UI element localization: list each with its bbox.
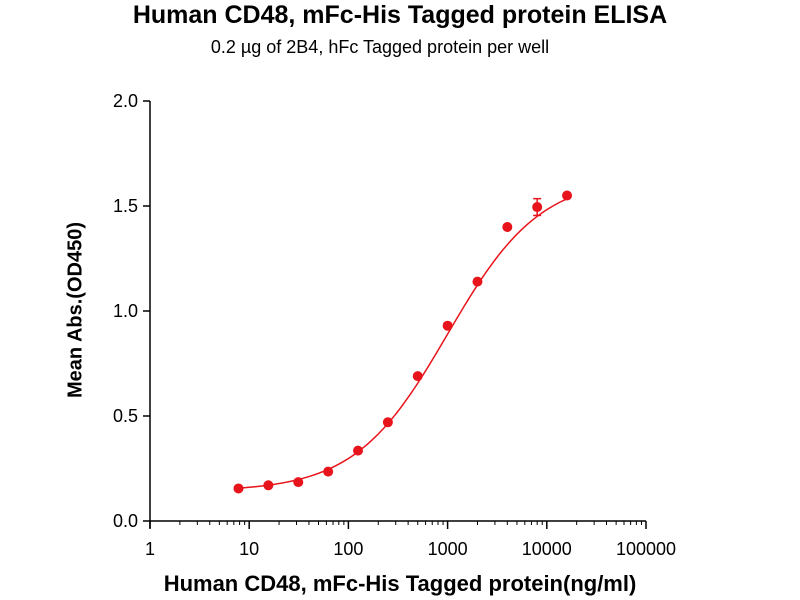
data-point — [532, 202, 543, 213]
y-tick-label: 0.0 — [113, 511, 138, 531]
data-point — [293, 477, 304, 488]
x-tick-label: 1000 — [428, 539, 468, 559]
data-point — [412, 371, 423, 382]
y-tick-label: 1.0 — [113, 301, 138, 321]
data-point — [263, 480, 274, 491]
y-tick-label: 2.0 — [113, 91, 138, 111]
x-tick-label: 100 — [333, 539, 363, 559]
data-point — [233, 483, 244, 494]
x-tick-label: 100000 — [616, 539, 676, 559]
chart-subtitle: 0.2 µg of 2B4, hFc Tagged protein per we… — [210, 37, 550, 57]
x-axis-label: Human CD48, mFc-His Tagged protein(ng/ml… — [163, 571, 637, 596]
data-point — [472, 276, 483, 287]
fit-curve — [238, 198, 568, 489]
y-tick-label: 1.5 — [113, 196, 138, 216]
data-point — [562, 190, 573, 201]
x-tick-label: 1 — [145, 539, 155, 559]
data-point — [323, 466, 334, 477]
chart-title: Human CD48, mFc-His Tagged protein ELISA — [132, 1, 668, 29]
data-point — [442, 320, 453, 331]
x-tick-label: 10 — [239, 539, 259, 559]
data-point — [502, 222, 513, 232]
data-point — [353, 445, 364, 456]
y-tick-label: 0.5 — [113, 406, 138, 426]
x-tick-label: 10000 — [522, 539, 572, 559]
data-point — [382, 417, 393, 428]
